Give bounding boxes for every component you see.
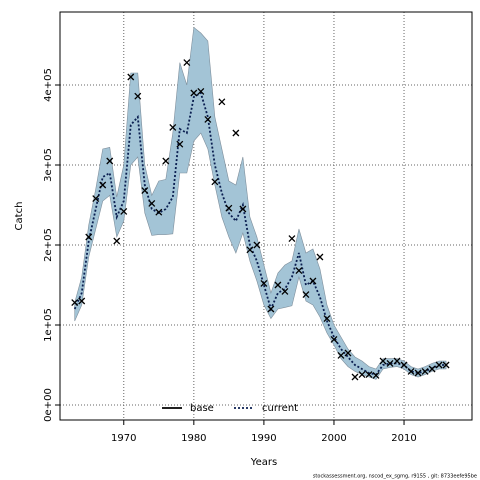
- observed-marker: [232, 129, 240, 137]
- x-tick-label: 1970: [111, 433, 136, 444]
- x-tick-label: 2000: [321, 433, 346, 444]
- observed-marker: [407, 367, 415, 375]
- observed-marker: [78, 297, 86, 305]
- x-tick-label: 1980: [181, 433, 206, 444]
- observed-marker: [414, 369, 422, 377]
- observed-marker: [309, 277, 317, 285]
- x-tick-label: 1990: [251, 433, 276, 444]
- observed-marker: [295, 267, 303, 275]
- observed-marker: [316, 253, 324, 261]
- observed-marker: [85, 233, 93, 241]
- observed-marker: [253, 241, 261, 249]
- observed-marker: [288, 235, 296, 243]
- observed-marker: [92, 195, 100, 203]
- observed-marker: [379, 357, 387, 365]
- x-axis-label: Years: [250, 457, 277, 468]
- observed-marker: [358, 371, 366, 379]
- observed-marker: [169, 123, 177, 131]
- observed-marker: [400, 361, 408, 369]
- observed-marker: [162, 157, 170, 165]
- y-tick-label: 2e+05: [43, 228, 54, 262]
- observed-marker: [155, 208, 163, 216]
- observed-marker: [134, 92, 142, 100]
- observed-marker: [365, 371, 373, 379]
- observed-marker: [71, 299, 79, 307]
- observed-marker: [330, 335, 338, 343]
- x-tick-label: 2010: [391, 433, 416, 444]
- observed-marker: [190, 89, 198, 97]
- observed-marker: [351, 373, 359, 381]
- confidence-band: [74, 26, 447, 380]
- observed-marker: [267, 305, 275, 313]
- footer: stockassessment.org, nscod_ex_sgmg, r915…: [313, 474, 477, 480]
- observed-marker: [197, 87, 205, 95]
- y-tick-label: 3e+05: [43, 148, 54, 182]
- observed-marker: [211, 178, 219, 186]
- observed-marker: [99, 181, 107, 189]
- observed-marker: [120, 207, 128, 215]
- observed-marker: [302, 291, 310, 299]
- observed-marker: [127, 73, 135, 81]
- line: [73, 91, 447, 376]
- observed-marker: [239, 205, 247, 213]
- observed-marker: [176, 140, 184, 148]
- y-tick-label: 4e+05: [43, 68, 54, 102]
- observed-marker: [344, 349, 352, 357]
- observed-marker: [218, 98, 226, 106]
- legend-label: base: [190, 403, 214, 414]
- observed-marker: [113, 237, 121, 245]
- observed-marker: [435, 361, 443, 369]
- observed-marker: [386, 359, 394, 367]
- observed-marker: [281, 287, 289, 295]
- observed-marker: [183, 59, 191, 67]
- observed-marker: [148, 199, 156, 207]
- observed-marker: [141, 187, 149, 195]
- observed-marker: [442, 361, 450, 369]
- y-axis-label: Catch: [14, 202, 25, 231]
- plot-frame: [59, 11, 473, 421]
- observed-marker: [204, 115, 212, 123]
- observed-marker: [225, 204, 233, 212]
- observed-marker: [393, 357, 401, 365]
- observed-marker: [260, 279, 268, 287]
- observed-marker: [106, 157, 114, 165]
- observed-marker: [421, 367, 429, 375]
- observed-marker: [372, 371, 380, 379]
- observed-marker: [274, 281, 282, 289]
- observed-marker: [337, 351, 345, 359]
- observed-marker: [323, 315, 331, 323]
- y-tick-label: 0e+00: [43, 388, 54, 422]
- observed-marker: [428, 365, 436, 373]
- y-tick-label: 1e+05: [43, 308, 54, 342]
- observed-marker: [246, 246, 254, 254]
- legend-label: current: [262, 403, 298, 414]
